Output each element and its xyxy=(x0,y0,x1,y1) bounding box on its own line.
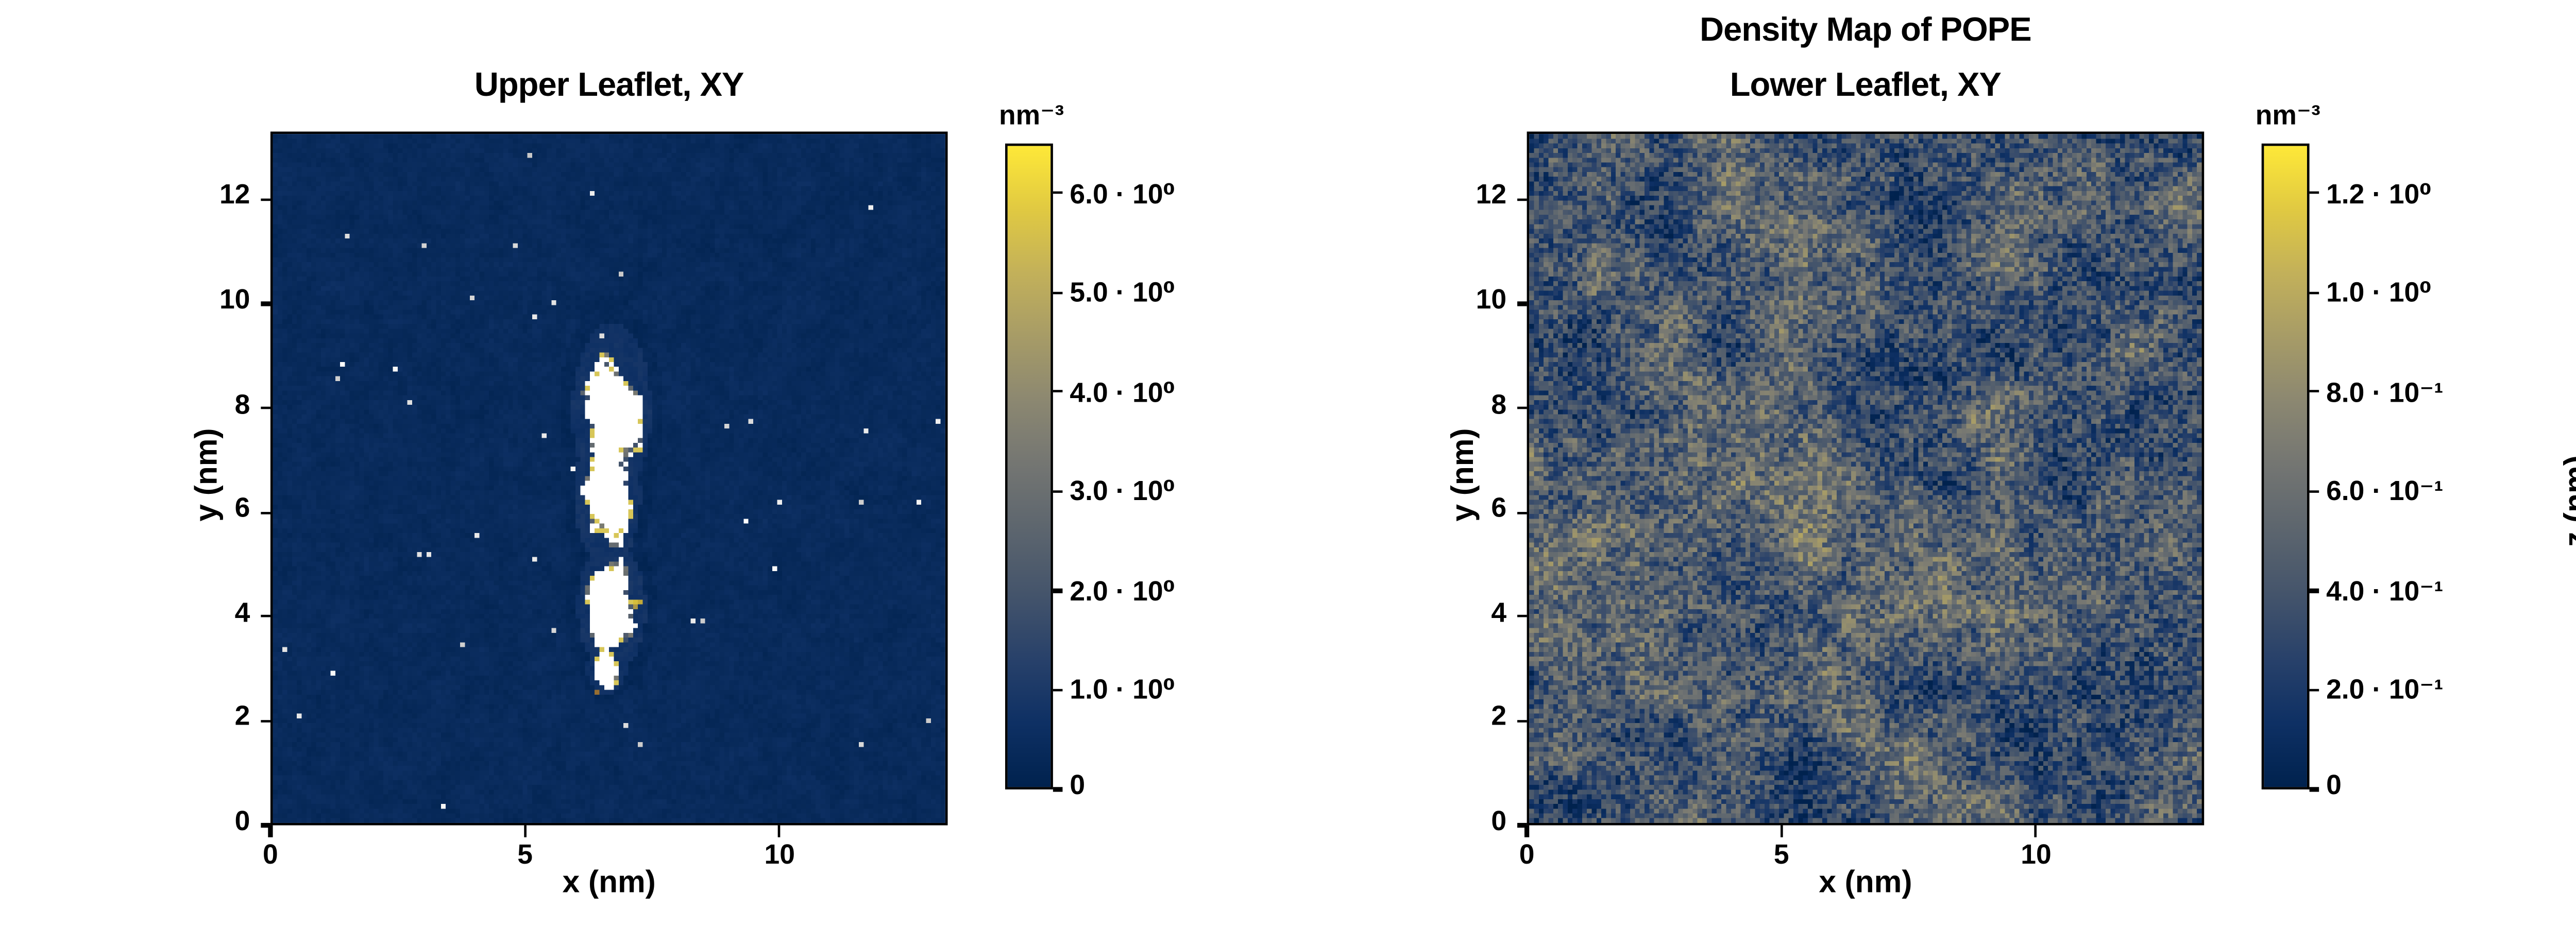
colorbar-tick-label: 6.0 · 10⁰ xyxy=(1070,181,1175,210)
y-tick-label: 10 xyxy=(219,287,250,316)
colorbar-unit-label-lower: nm⁻³ xyxy=(2255,102,2320,132)
colorbar-tick xyxy=(2309,787,2319,791)
colorbar-tick-label: 1.0 · 10⁰ xyxy=(1070,678,1175,707)
y-tick xyxy=(1516,510,1527,514)
heatmap-upper-leaflet xyxy=(270,131,948,826)
y-tick xyxy=(259,510,270,514)
x-tick-label: 10 xyxy=(2021,842,2052,871)
x-tick-label: 10 xyxy=(764,842,795,871)
colorbar-tick-label: 5.0 · 10⁰ xyxy=(1070,280,1175,310)
colorbar-tick xyxy=(1053,589,1063,592)
x-axis-label-upper: x (nm) xyxy=(562,863,656,900)
colorbar-tick-label: 2.0 · 10⁰ xyxy=(1070,578,1175,608)
y-tick-label: 4 xyxy=(2523,194,2576,222)
heatmap-lower-leaflet xyxy=(1527,131,2205,826)
y-tick xyxy=(259,198,270,201)
colorbar-tick-label: 1.0 · 10⁰ xyxy=(2326,280,2432,310)
x-tick xyxy=(523,825,527,836)
y-tick-label: 2 xyxy=(234,704,250,733)
y-tick-label: 0 xyxy=(2523,487,2576,515)
colorbar-tick xyxy=(2309,192,2319,195)
colorbar-tick-label: 0 xyxy=(2326,772,2342,802)
y-tick xyxy=(1516,198,1527,201)
colorbar-tick-label: 1.2 · 10⁰ xyxy=(2326,181,2432,210)
colorbar-tick xyxy=(2309,490,2319,493)
y-tick-label: 6 xyxy=(234,495,250,525)
y-tick-label: 4 xyxy=(234,599,250,629)
x-axis-label-lower: x (nm) xyxy=(1819,863,1912,900)
y-tick-label: 2 xyxy=(1491,704,1507,733)
colorbar-tick xyxy=(2309,688,2319,692)
colorbar-tick-label: 0 xyxy=(1070,772,1086,802)
x-tick xyxy=(1780,825,1783,836)
y-tick-label: 2 xyxy=(2523,340,2576,369)
heatmap-canvas-upper-leaflet xyxy=(273,134,945,823)
y-tick-label: 0 xyxy=(234,809,250,837)
x-tick-label: 0 xyxy=(1519,842,1535,871)
colorbar-tick xyxy=(1053,688,1063,692)
y-tick xyxy=(259,823,270,827)
colorbar-tick xyxy=(1053,787,1063,791)
colorbar-tick xyxy=(2309,589,2319,592)
panel-title-lower-leaflet: Lower Leaflet, XY xyxy=(1730,64,2002,103)
y-tick xyxy=(1516,719,1527,723)
y-tick xyxy=(1516,823,1527,827)
colorbar-tick xyxy=(2309,390,2319,394)
colorbar-tick xyxy=(1053,390,1063,394)
panel-title-upper-leaflet: Upper Leaflet, XY xyxy=(474,64,744,103)
y-tick xyxy=(259,719,270,723)
y-tick xyxy=(259,615,270,618)
y-tick-label: −4 xyxy=(2523,780,2576,809)
y-tick-label: 12 xyxy=(219,182,250,212)
y-tick-label: 8 xyxy=(234,391,250,420)
y-tick-label: 10 xyxy=(1476,287,1507,316)
colorbar-tick-label: 4.0 · 10⁰ xyxy=(1070,380,1175,409)
y-tick-label: 12 xyxy=(1476,182,1507,212)
y-tick-label: −2 xyxy=(2523,633,2576,662)
colorbar-tick xyxy=(1053,192,1063,195)
x-tick xyxy=(268,825,272,836)
y-tick xyxy=(259,406,270,410)
x-tick xyxy=(2034,825,2038,836)
colorbar-tick-label: 3.0 · 10⁰ xyxy=(1070,479,1175,508)
x-tick-label: 5 xyxy=(517,842,533,871)
colorbar-tick-label: 6.0 · 10⁻¹ xyxy=(2326,479,2444,508)
y-tick xyxy=(1516,615,1527,618)
y-tick xyxy=(1516,302,1527,305)
y-tick-label: 6 xyxy=(1491,495,1507,525)
colorbar-tick-label: 8.0 · 10⁻¹ xyxy=(2326,380,2444,409)
colorbar-tick-label: 4.0 · 10⁻¹ xyxy=(2326,578,2444,608)
heatmap-canvas-lower-leaflet xyxy=(1529,134,2202,823)
x-tick xyxy=(1525,825,1529,836)
x-tick-label: 0 xyxy=(263,842,278,871)
y-tick-label: 4 xyxy=(1491,599,1507,629)
x-tick xyxy=(778,825,782,836)
colorbar-upper-leaflet xyxy=(1005,143,1053,789)
colorbar-tick xyxy=(1053,291,1063,295)
figure-suptitle: Density Map of POPE xyxy=(1700,9,2032,48)
colorbar-lower-leaflet xyxy=(2261,143,2310,789)
y-tick xyxy=(1516,406,1527,410)
y-tick-label: 8 xyxy=(1491,391,1507,420)
y-tick-label: 0 xyxy=(1491,809,1507,837)
colorbar-tick xyxy=(2309,291,2319,295)
colorbar-tick xyxy=(1053,490,1063,493)
x-tick-label: 5 xyxy=(1773,842,1789,871)
y-tick xyxy=(259,302,270,305)
colorbar-unit-label-upper: nm⁻³ xyxy=(998,102,1064,132)
colorbar-tick-label: 2.0 · 10⁻¹ xyxy=(2326,678,2444,707)
